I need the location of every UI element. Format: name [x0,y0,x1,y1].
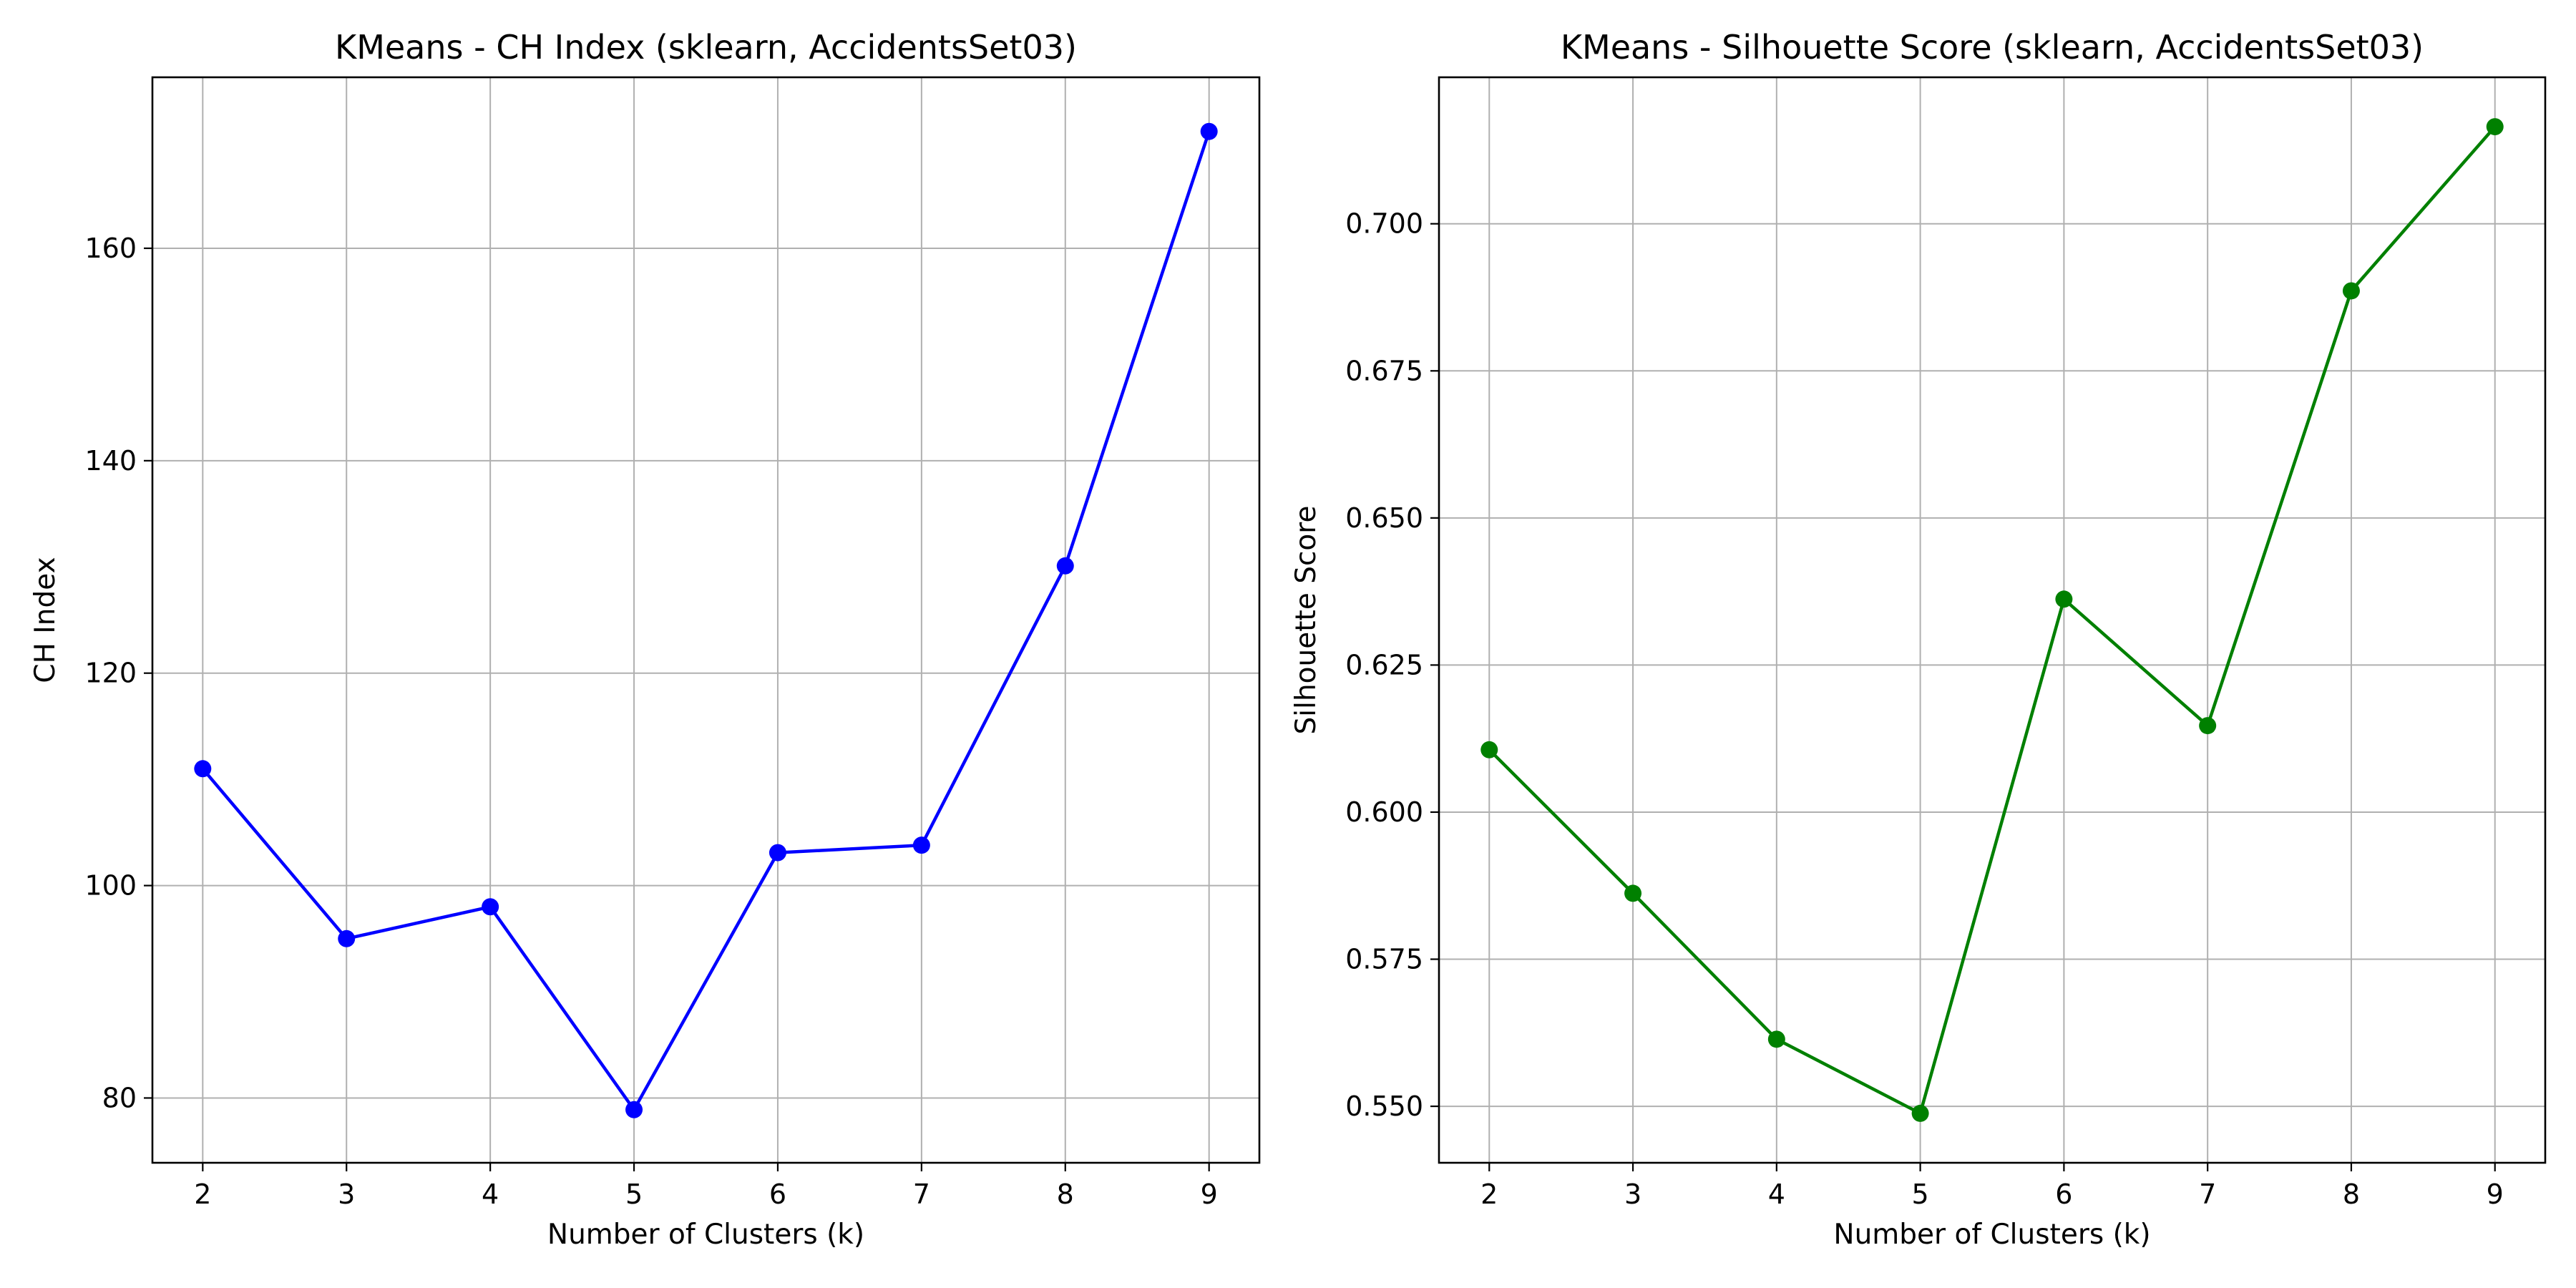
ch-y-tick-label: 140 [84,445,137,477]
ch-data-point [1056,557,1074,575]
silhouette-data-point [1767,1030,1785,1048]
ch-y-tick-label: 120 [84,658,137,689]
silhouette-y-tick-label: 0.600 [1345,796,1423,828]
silhouette-x-tick-label: 3 [1624,1179,1641,1210]
ch-ticks: 2 3 4 5 6 7 8 9 80 100 120 140 160 [84,233,1217,1210]
silhouette-data-point [2199,717,2217,735]
ch-data-point [1200,122,1218,140]
ch-chart-title: KMeans - CH Index (sklearn, AccidentsSet… [335,28,1077,67]
ch-index-chart: 2 3 4 5 6 7 8 9 80 100 120 140 160 KMeans - CH Index… [29,28,1261,1251]
ch-data-point [338,930,356,947]
silhouette-data-point [1624,884,1642,902]
ch-x-tick-label: 3 [338,1179,355,1210]
silhouette-data-point [2342,282,2360,300]
ch-x-tick-label: 4 [482,1179,499,1210]
ch-data-point [769,844,786,862]
ch-grid [152,77,1259,1163]
silhouette-ticks: 2 3 4 5 6 7 8 9 0.550 0.575 0.600 0.625 0.650 0.675 0.… [1345,208,2504,1210]
ch-data-point [482,898,499,916]
silhouette-x-tick-label: 6 [2055,1179,2072,1210]
silhouette-data-point [1911,1104,1929,1122]
silhouette-grid [1439,77,2545,1163]
ch-data-point [194,760,212,778]
silhouette-x-tick-label: 5 [1912,1179,1929,1210]
silhouette-y-tick-label: 0.625 [1345,649,1423,680]
silhouette-plot-frame [1438,76,2547,1164]
ch-y-tick-label: 100 [84,870,137,902]
ch-y-tick-label: 80 [102,1082,137,1113]
silhouette-series-line [1488,125,2497,1116]
ch-x-axis-label: Number of Clusters (k) [547,1219,864,1251]
silhouette-data-point [1480,741,1498,758]
silhouette-chart-title: KMeans - Silhouette Score (sklearn, Acci… [1561,28,2424,67]
ch-series-line [201,130,1211,1112]
silhouette-data-point [2486,118,2504,136]
silhouette-y-tick-label: 0.550 [1345,1091,1423,1122]
ch-data-point [625,1101,643,1118]
ch-x-tick-label: 9 [1201,1179,1218,1210]
silhouette-y-tick-label: 0.675 [1345,355,1423,386]
silhouette-x-tick-label: 7 [2199,1179,2216,1210]
silhouette-y-tick-label: 0.700 [1345,208,1423,240]
silhouette-x-tick-label: 9 [2487,1179,2504,1210]
ch-series [194,122,1218,1118]
ch-y-axis-label: CH Index [29,557,62,683]
ch-data-point [912,836,930,854]
ch-plot-frame [151,76,1261,1164]
ch-x-tick-label: 2 [194,1179,211,1210]
ch-x-tick-label: 5 [625,1179,643,1210]
ch-y-tick-label: 160 [84,233,137,264]
silhouette-y-tick-label: 0.650 [1345,502,1423,534]
silhouette-y-axis-label: Silhouette Score [1290,506,1322,735]
ch-x-tick-label: 8 [1057,1179,1074,1210]
silhouette-series [1480,118,2504,1122]
silhouette-x-axis-label: Number of Clusters (k) [1833,1219,2150,1251]
silhouette-x-tick-label: 2 [1480,1179,1498,1210]
ch-x-tick-label: 6 [769,1179,786,1210]
silhouette-chart: 2 3 4 5 6 7 8 9 0.550 0.575 0.600 0.625 0.650 0.675 0.… [1290,28,2547,1251]
silhouette-x-tick-label: 8 [2343,1179,2360,1210]
silhouette-y-tick-label: 0.575 [1345,944,1423,975]
silhouette-data-point [2055,590,2073,608]
ch-x-tick-label: 7 [913,1179,930,1210]
silhouette-x-tick-label: 4 [1768,1179,1785,1210]
